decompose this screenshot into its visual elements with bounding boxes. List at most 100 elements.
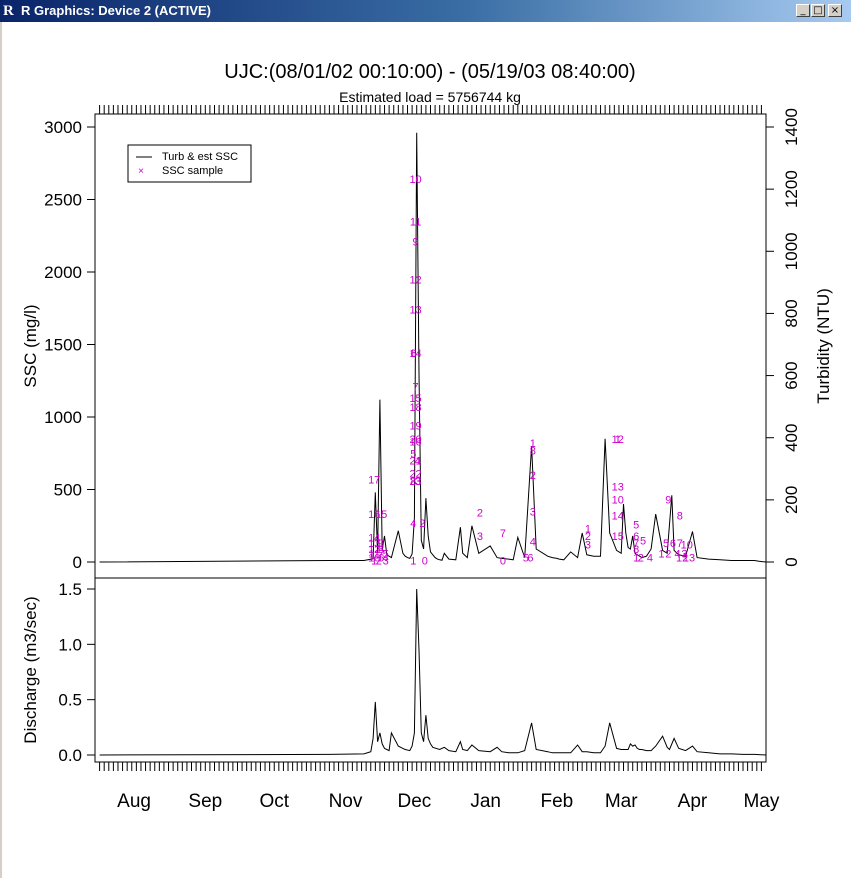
sample-label: 16 — [368, 509, 380, 521]
chart-legend: × Turb & est SSC SSC sample — [127, 144, 252, 183]
sample-label: 4 — [674, 548, 680, 560]
ssc-tick-label: 1500 — [44, 336, 82, 355]
sample-label: 10 — [681, 540, 693, 552]
sample-label: 7 — [500, 528, 506, 540]
chart-subtitle: Estimated load = 5756744 kg — [339, 89, 521, 105]
sample-label: 3 — [383, 556, 389, 568]
ssc-tick-label: 3000 — [44, 118, 82, 137]
sample-label: 5 — [633, 519, 639, 531]
month-label: Dec — [398, 791, 432, 812]
sample-label: 3 — [585, 540, 591, 552]
sample-label: 1 — [410, 556, 416, 568]
sample-label: 20 — [409, 434, 421, 446]
sample-label: 5 — [640, 535, 646, 547]
legend-box — [127, 144, 252, 183]
sample-label: 9 — [413, 237, 419, 249]
close-button[interactable]: × — [828, 4, 842, 17]
sample-label: 12 — [368, 544, 380, 556]
month-label: Sep — [188, 791, 222, 812]
month-label: May — [743, 791, 779, 812]
ssc-tick-label: 1000 — [44, 408, 82, 427]
month-label: Jan — [470, 791, 501, 812]
sample-label: 3 — [681, 548, 687, 560]
discharge-tick-label: 1.0 — [58, 635, 82, 654]
sample-label: 14 — [368, 532, 380, 544]
sample-label: 14 — [612, 511, 624, 523]
sample-label: 1 — [530, 438, 536, 450]
sample-label: 22 — [409, 469, 421, 481]
sample-label: 16 — [409, 437, 421, 449]
turbidity-tick-label: 1400 — [782, 108, 801, 146]
sample-label: 15 — [375, 509, 387, 521]
sample-label: 3 — [477, 531, 483, 543]
window-titlebar[interactable]: R R Graphics: Device 2 (ACTIVE) _ □ × — [0, 0, 851, 22]
window-frame — [0, 22, 2, 878]
turb-est-ssc-series — [99, 132, 767, 563]
sample-label: 5 — [383, 548, 389, 560]
sample-label: 12 — [676, 553, 688, 565]
sample-label: 6 — [633, 531, 639, 543]
turbidity-tick-label: 400 — [782, 424, 801, 452]
sample-label: 8 — [677, 511, 683, 523]
sample-label: 2 — [477, 508, 483, 520]
sample-label: 1 — [585, 524, 591, 536]
turbidity-tick-label: 800 — [782, 299, 801, 327]
discharge-axis-label: Discharge (m3/sec) — [21, 596, 40, 743]
sample-label: 2 — [585, 531, 591, 543]
window-title: R Graphics: Device 2 (ACTIVE) — [21, 3, 211, 18]
sample-label: 7 — [413, 382, 419, 394]
sample-label: 12 — [612, 434, 624, 446]
sample-label: 10 — [409, 174, 421, 186]
sample-label: 12 — [409, 274, 421, 286]
month-label: Nov — [329, 791, 363, 812]
sample-label: 14 — [409, 348, 421, 360]
month-label: Oct — [259, 791, 289, 812]
discharge-tick-label: 0.0 — [58, 746, 82, 765]
turbidity-tick-label: 0 — [782, 557, 801, 566]
sample-label: 11 — [368, 548, 379, 560]
maximize-button[interactable]: □ — [811, 4, 825, 17]
sample-label: 0 — [500, 556, 506, 568]
ssc-tick-label: 0 — [73, 553, 82, 572]
sample-label: 8 — [633, 544, 639, 556]
sample-label: 3 — [415, 476, 421, 488]
month-label: Feb — [541, 791, 574, 812]
chart-title: UJC:(08/01/02 00:10:00) - (05/19/03 08:4… — [224, 61, 635, 83]
ssc-line-path — [99, 132, 767, 563]
sample-label: 17 — [368, 474, 380, 486]
sample-label: 4 — [530, 537, 536, 549]
upper-plot-frame — [94, 113, 767, 579]
sample-label: 11 — [410, 216, 421, 228]
sample-label: 8 — [378, 544, 384, 556]
sample-label: 8 — [530, 445, 536, 457]
bottom-axis-ticks — [99, 762, 762, 771]
sample-label: 2 — [638, 553, 644, 565]
sample-label: 3 — [530, 506, 536, 518]
sample-label: 23 — [409, 476, 421, 488]
sample-label: 18 — [409, 402, 421, 414]
sample-label: 19 — [409, 421, 421, 433]
minimize-button[interactable]: _ — [796, 4, 810, 17]
sample-label: 6 — [378, 553, 384, 565]
sample-label: 15 — [612, 531, 624, 543]
ssc-tick-label: 2500 — [44, 191, 82, 210]
sample-label: 13 — [368, 538, 380, 550]
sample-label: 10 — [368, 553, 380, 565]
sample-label: 5 — [410, 448, 416, 460]
sample-label: 13 — [683, 553, 695, 565]
sample-label: 4 — [647, 553, 653, 565]
sample-label: 21 — [409, 456, 421, 468]
ssc-tick-label: 500 — [54, 481, 82, 500]
turbidity-tick-label: 200 — [782, 486, 801, 514]
sample-label: 6 — [527, 553, 533, 565]
legend-entry-turb: Turb & est SSC — [162, 151, 238, 163]
discharge-tick-label: 0.5 — [58, 691, 82, 710]
discharge-tick-label: 1.5 — [58, 580, 82, 599]
sample-label: 1 — [633, 553, 639, 565]
discharge-axis: 0.0 0.5 1.0 1.5 — [58, 580, 96, 765]
sample-label: 2 — [665, 548, 671, 560]
ssc-sample-labels: 1716151413121110987654321101191213146715… — [368, 174, 695, 567]
sample-label: 5 — [523, 553, 529, 565]
turbidity-axis-label: Turbidity (NTU) — [814, 288, 833, 404]
turbidity-tick-label: 1000 — [782, 232, 801, 270]
